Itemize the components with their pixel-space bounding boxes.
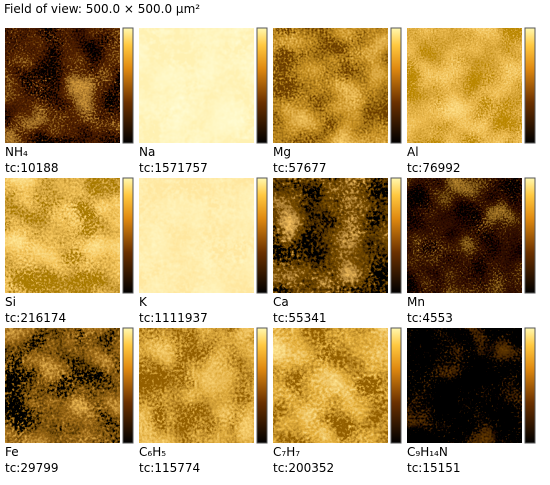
color-bar — [390, 327, 402, 444]
ion-image — [5, 178, 120, 293]
ion-image — [407, 328, 522, 443]
ion-label: Ca — [273, 295, 289, 309]
total-counts: tc:4553 — [407, 311, 453, 325]
ion-image — [139, 178, 254, 293]
ion-panel: Ktc:1111937 — [139, 177, 268, 325]
total-counts: tc:55341 — [273, 311, 327, 325]
total-counts: tc:76992 — [407, 161, 461, 175]
total-counts: tc:200352 — [273, 461, 334, 475]
total-counts: tc:57677 — [273, 161, 327, 175]
total-counts: tc:15151 — [407, 461, 461, 475]
ion-panel: C₇H₇ tc:200352 — [273, 327, 402, 475]
color-bar — [122, 27, 134, 144]
ion-panel: Mg tc:57677 — [273, 27, 402, 175]
ion-image — [273, 28, 388, 143]
ion-label: Na — [139, 145, 155, 159]
ion-label: C₉H₁₄N — [407, 445, 448, 459]
ion-image — [273, 178, 388, 293]
ion-panel: Si tc:216174 — [5, 177, 134, 325]
ion-panel: C₉H₁₄N tc:15151 — [407, 327, 536, 475]
total-counts: tc:216174 — [5, 311, 66, 325]
ion-label: Si — [5, 295, 16, 309]
color-bar — [524, 177, 536, 294]
ion-image — [407, 178, 522, 293]
color-bar — [256, 27, 268, 144]
total-counts: tc:115774 — [139, 461, 200, 475]
ion-panel: Fe tc:29799 — [5, 327, 134, 475]
ion-panel: Al tc:76992 — [407, 27, 536, 175]
ion-panel: Mn tc:4553 — [407, 177, 536, 325]
total-counts: tc:1571757 — [139, 161, 208, 175]
color-bar — [256, 177, 268, 294]
ion-label: C₆H₅ — [139, 445, 166, 459]
field-of-view: Field of view: 500.0 × 500.0 µm² — [4, 2, 200, 16]
color-bar — [122, 177, 134, 294]
ion-panel: NH₄ tc:10188 — [5, 27, 134, 175]
color-bar — [524, 27, 536, 144]
ion-label: Mg — [273, 145, 291, 159]
ion-label: NH₄ — [5, 145, 28, 159]
ion-panel: C₆H₅ tc:115774 — [139, 327, 268, 475]
color-bar — [256, 327, 268, 444]
total-counts: tc:29799 — [5, 461, 59, 475]
ion-image — [407, 28, 522, 143]
ion-image — [5, 28, 120, 143]
ion-panel: Na tc:1571757 — [139, 27, 268, 175]
ion-label: Mn — [407, 295, 425, 309]
ion-label: K — [139, 295, 148, 309]
ion-image — [273, 328, 388, 443]
ion-image — [139, 28, 254, 143]
total-counts: tc:1111937 — [139, 311, 208, 325]
ion-image — [5, 328, 120, 443]
ion-label: Al — [407, 145, 419, 159]
color-bar — [390, 27, 402, 144]
color-bar — [122, 327, 134, 444]
ion-label: C₇H₇ — [273, 445, 300, 459]
ion-image — [139, 328, 254, 443]
ion-label: Fe — [5, 445, 19, 459]
total-counts: tc:10188 — [5, 161, 59, 175]
ion-panel: Ca tc:55341 — [273, 177, 402, 325]
color-bar — [390, 177, 402, 294]
color-bar — [524, 327, 536, 444]
